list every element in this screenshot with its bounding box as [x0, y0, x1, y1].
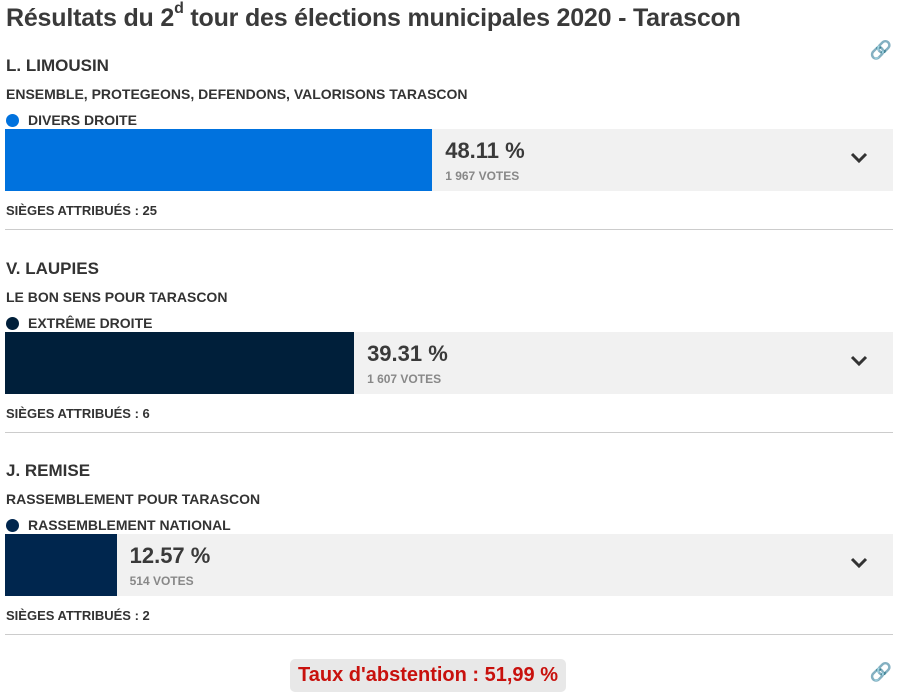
vote-share-bar [5, 129, 433, 191]
party-color-dot [6, 316, 19, 330]
vote-share-bar [5, 534, 117, 596]
percent-label: 39.31 % [367, 341, 448, 366]
candidate-name: V. LAUPIES [6, 259, 99, 278]
party-color-dot [6, 113, 19, 127]
result-bar-expand[interactable]: 39.31 % 1 607 VOTES [5, 332, 893, 394]
list-name: LE BON SENS POUR TARASCON [6, 289, 228, 305]
seats-label: SIÈGES ATTRIBUÉS : 2 [6, 608, 150, 623]
link-icon[interactable]: 🔗 [869, 662, 892, 682]
votes-label: 514 VOTES [129, 574, 194, 588]
party-label: EXTRÊME DROITE [6, 315, 152, 331]
page-title: Résultats du 2d tour des élections munic… [6, 0, 741, 32]
party-label: DIVERS DROITE [6, 112, 137, 128]
percent-label: 48.11 % [445, 138, 525, 163]
candidate-block: V. LAUPIES LE BON SENS POUR TARASCON EXT… [5, 259, 893, 462]
candidate-block: J. REMISE RASSEMBLEMENT POUR TARASCON RA… [5, 461, 893, 664]
votes-label: 1 607 VOTES [367, 372, 442, 386]
candidate-name: J. REMISE [6, 461, 91, 480]
result-bar-expand[interactable]: 12.57 % 514 VOTES [5, 534, 893, 596]
candidate-block: L. LIMOUSIN ENSEMBLE, PROTEGEONS, DEFEND… [5, 56, 893, 259]
abstention-rate: Taux d'abstention : 51,99 % [290, 659, 566, 692]
chevron-down-icon[interactable] [849, 147, 869, 167]
result-bar-expand[interactable]: 48.11 % 1 967 VOTES [5, 129, 893, 191]
link-icon[interactable]: 🔗 [869, 40, 892, 60]
vote-share-bar [5, 332, 355, 394]
list-name: ENSEMBLE, PROTEGEONS, DEFENDONS, VALORIS… [6, 86, 468, 102]
seats-label: SIÈGES ATTRIBUÉS : 25 [6, 203, 157, 218]
party-label: RASSEMBLEMENT NATIONAL [6, 517, 231, 533]
divider [5, 229, 893, 230]
seats-label: SIÈGES ATTRIBUÉS : 6 [6, 406, 150, 421]
divider [5, 634, 893, 635]
candidate-name: L. LIMOUSIN [6, 56, 109, 75]
chevron-down-icon[interactable] [849, 350, 869, 370]
chevron-down-icon[interactable] [849, 552, 869, 572]
divider [5, 432, 893, 433]
percent-label: 12.57 % [129, 543, 211, 568]
list-name: RASSEMBLEMENT POUR TARASCON [6, 491, 261, 507]
party-color-dot [6, 518, 19, 532]
votes-label: 1 967 VOTES [445, 169, 520, 183]
